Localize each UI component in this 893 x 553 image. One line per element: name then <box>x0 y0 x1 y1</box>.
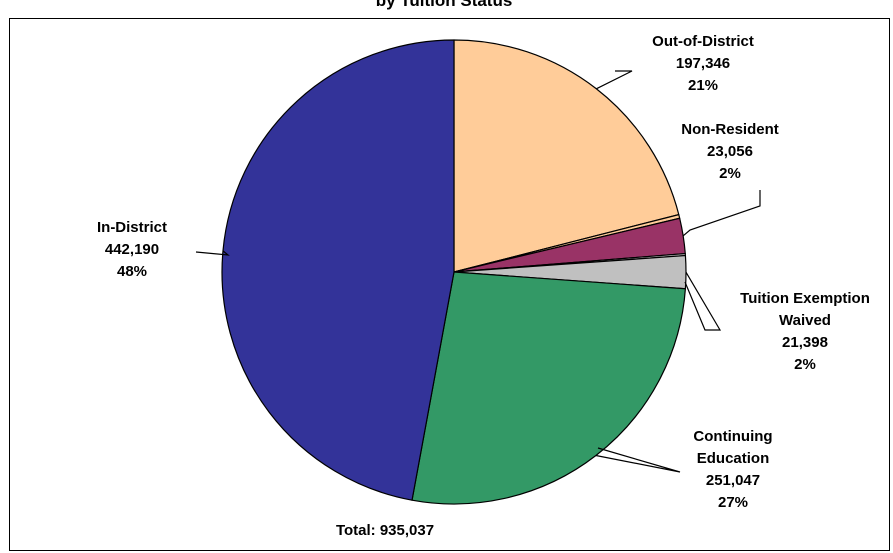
pie-slice-out-of-district <box>453 39 680 273</box>
leader-line-in-district <box>195 250 230 256</box>
total-label: Total: 935,037 <box>336 522 434 539</box>
leader-line-non-resident <box>682 190 761 237</box>
data-label-in-district: In-District 442,190 48% <box>97 219 167 280</box>
leader-line-out-of-district <box>596 70 633 90</box>
leader-line-continuing-education <box>595 447 681 473</box>
data-label-tuition-exemption: Tuition Exemption Waived 21,398 2% <box>740 290 870 373</box>
plot-frame <box>9 18 890 551</box>
data-label-non-resident: Non-Resident 23,056 2% <box>681 121 779 182</box>
data-label-out-of-district: Out-of-District 197,346 21% <box>652 33 754 94</box>
chart-title: by Tuition Status <box>376 0 513 10</box>
pie-slice-continuing-education <box>411 271 686 505</box>
leader-line-tuition-exemption <box>684 271 722 331</box>
data-label-continuing-education: Continuing Education 251,047 27% <box>693 428 772 511</box>
